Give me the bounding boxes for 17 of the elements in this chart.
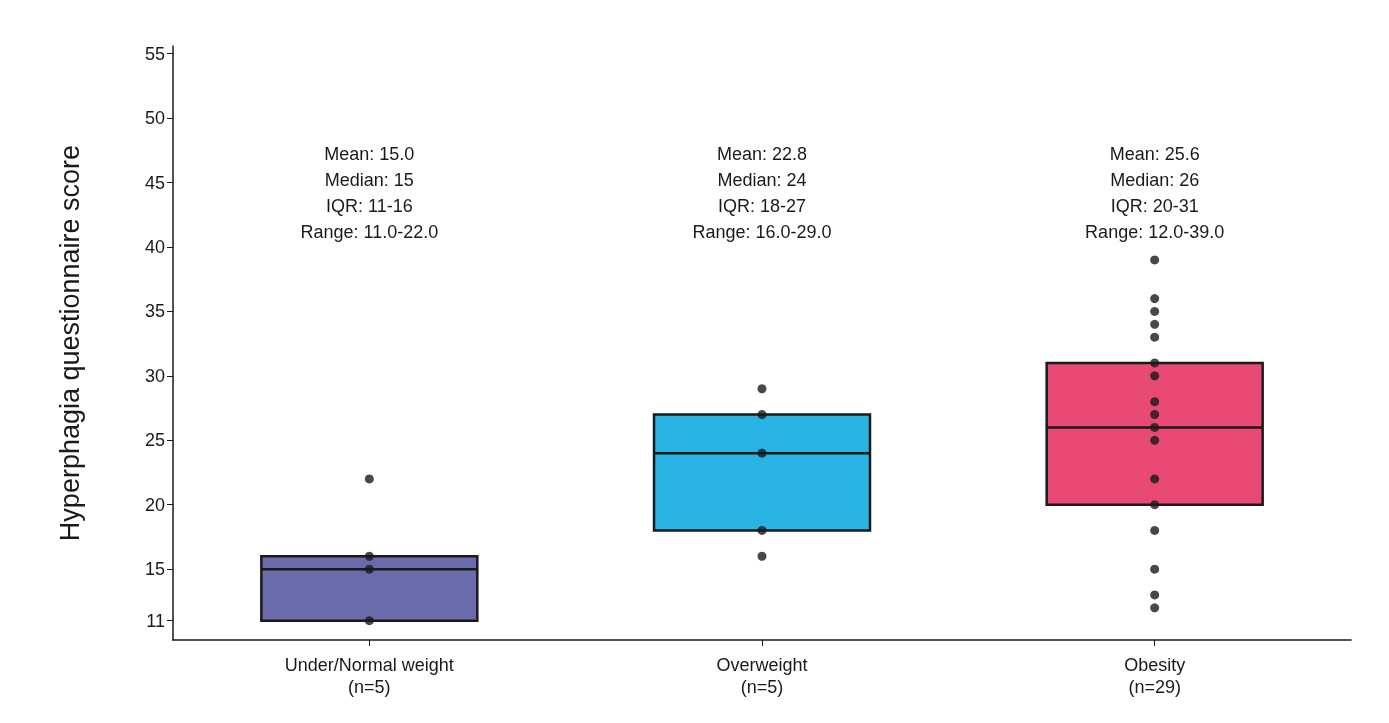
annotation: Mean: 25.6 Median: 26 IQR: 20-31 Range: 12.0-39.0 [1085, 144, 1225, 242]
x-tick-label: Overweight (n=5) [716, 655, 808, 697]
y-tick-label: 40 [144, 237, 165, 258]
x-tick-label: Under/Normal weight (n=5) [284, 655, 454, 697]
y-tick-label: 20 [144, 494, 165, 515]
y-tick-label: 35 [144, 301, 165, 322]
y-axis-title: Hyperphagia questionnaire score [54, 144, 85, 542]
x-tick-label: Obesity (n=29) [1124, 655, 1186, 697]
y-tick-label: 11 [146, 610, 165, 631]
y-tick-label: 15 [144, 559, 165, 580]
y-tick-label: 30 [144, 365, 165, 386]
y-tick-label: 25 [144, 430, 165, 451]
annotation: Mean: 22.8 Median: 24 IQR: 18-27 Range: 16.0-29.0 [692, 144, 832, 242]
y-tick-label: 50 [144, 108, 165, 129]
y-tick-label: 55 [144, 43, 165, 64]
y-tick-label: 45 [144, 172, 165, 193]
annotation: Mean: 15.0 Median: 15 IQR: 11-16 Range: 11.0-22.0 [300, 144, 439, 242]
